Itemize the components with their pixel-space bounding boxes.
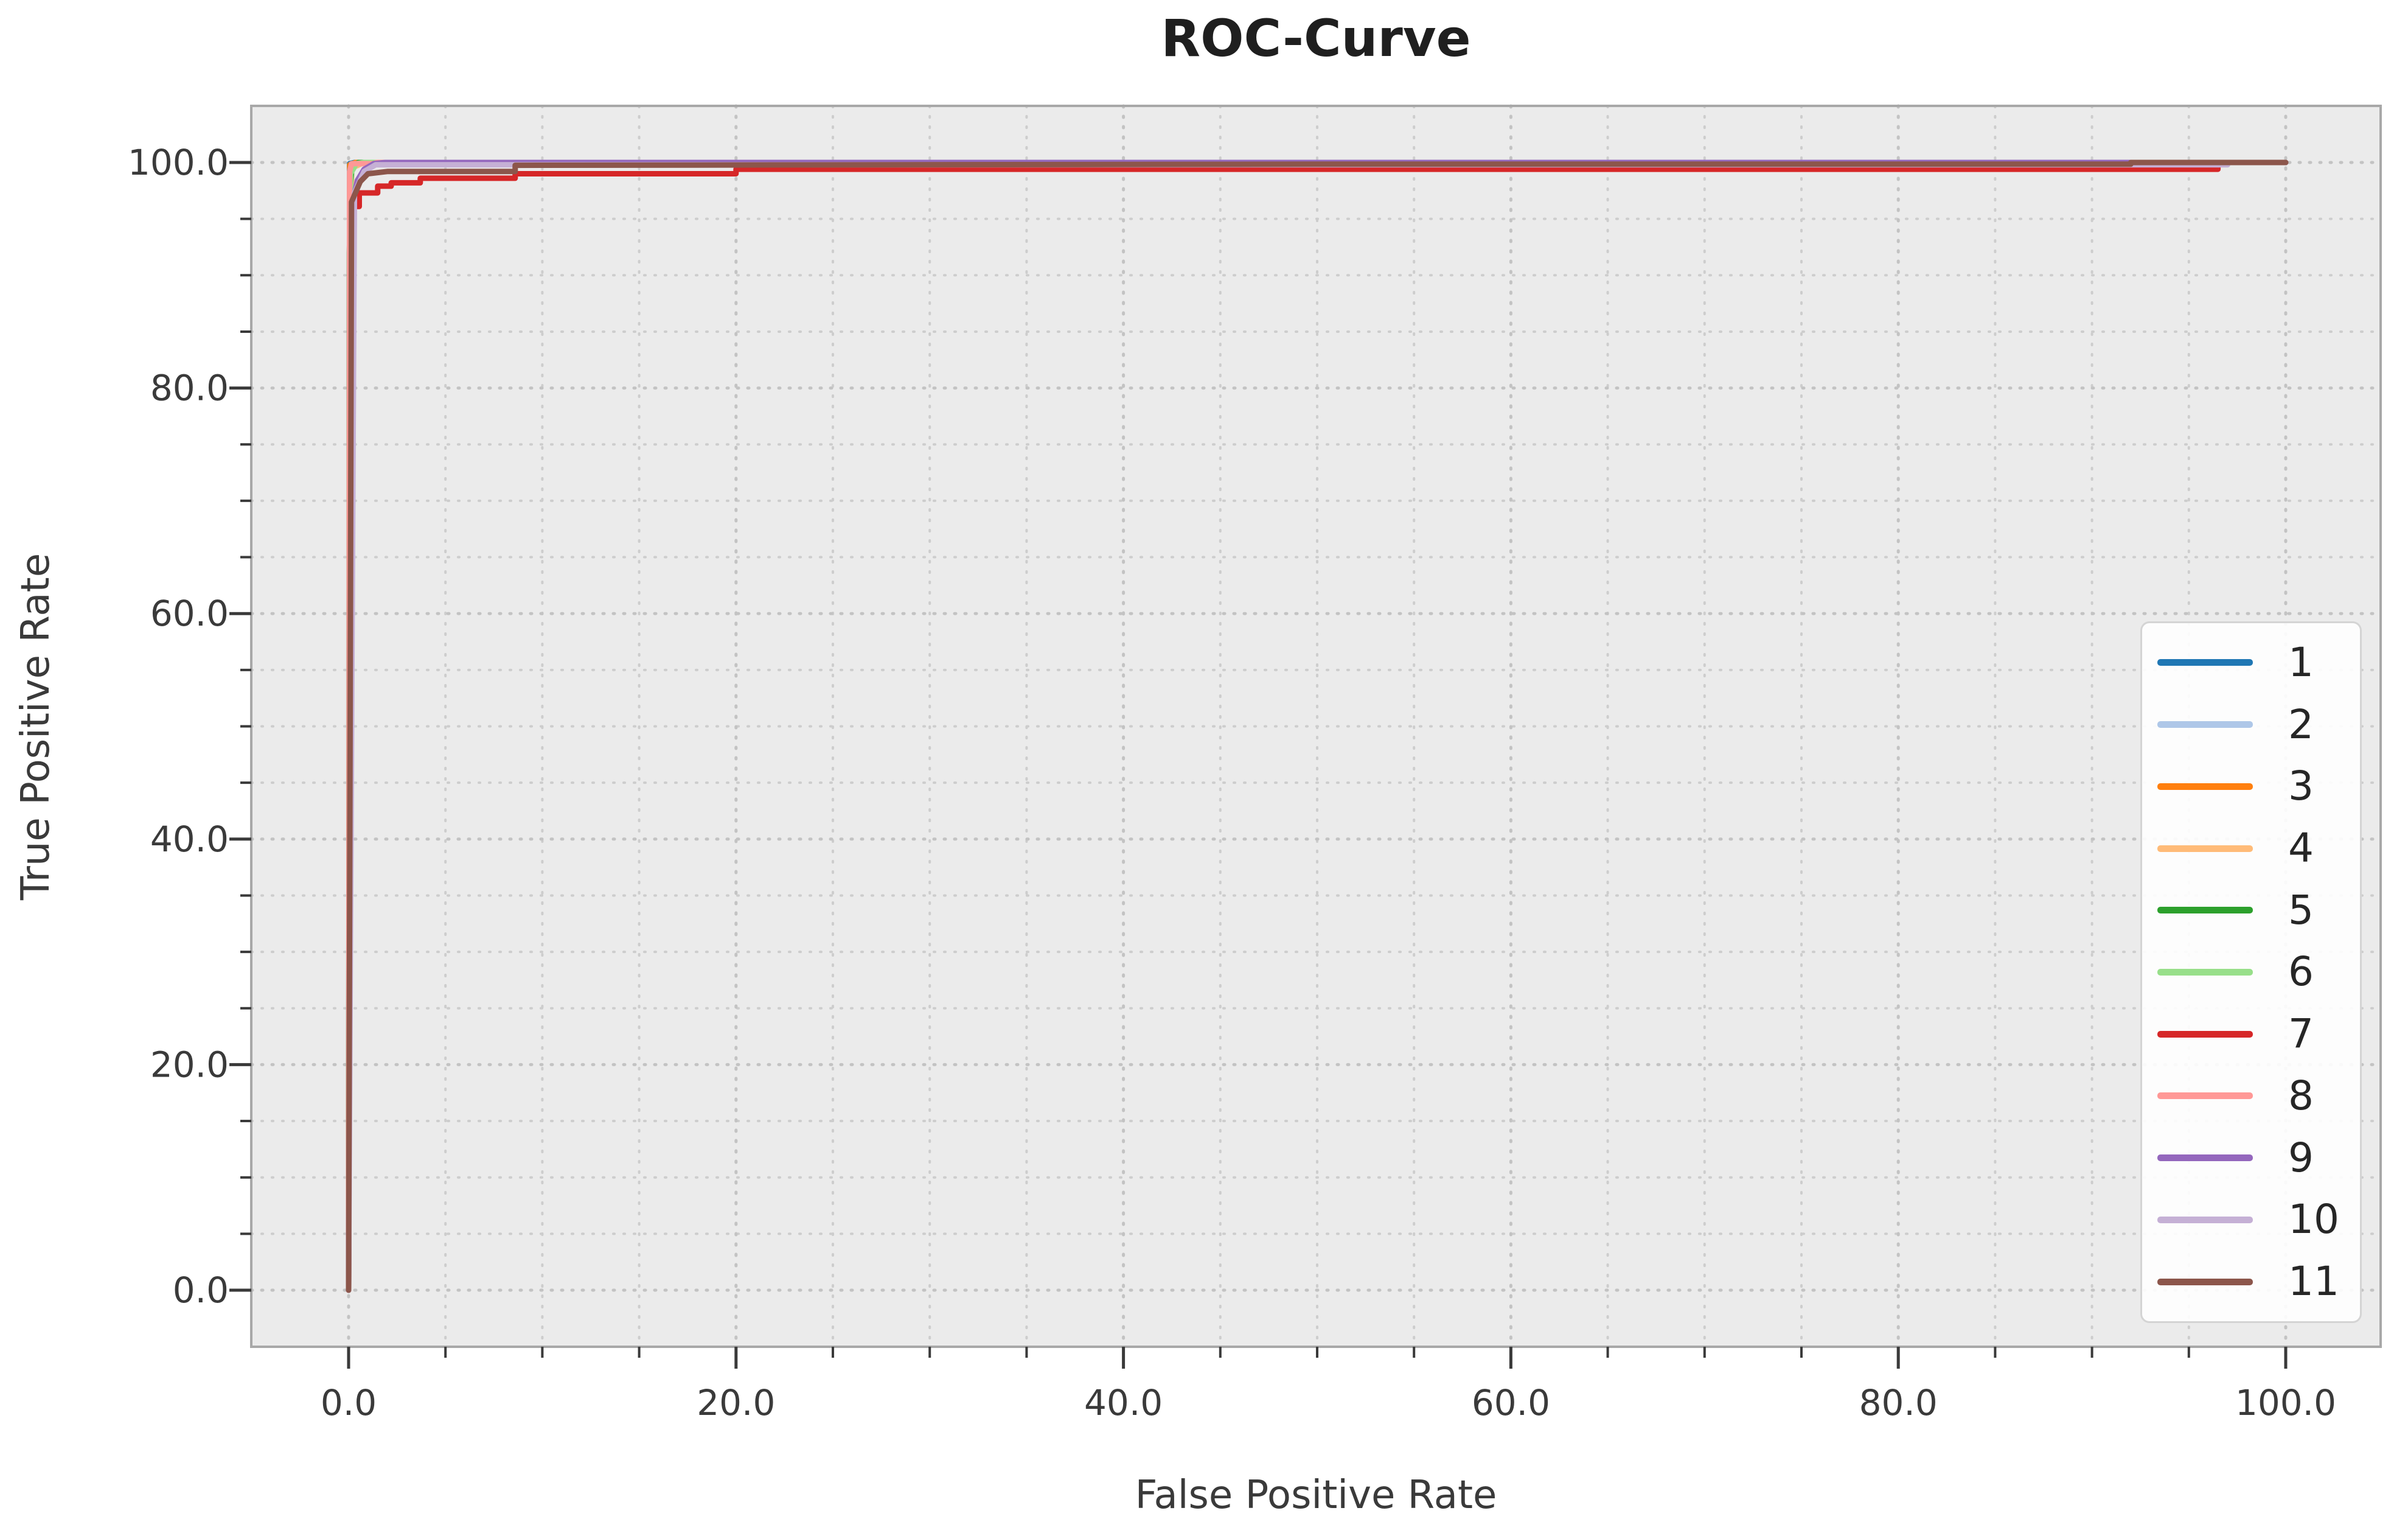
legend-line-sample xyxy=(2157,968,2253,976)
legend-item-label: 10 xyxy=(2288,1196,2339,1243)
legend-item-label: 11 xyxy=(2288,1258,2339,1305)
chart-title: ROC-Curve xyxy=(1161,9,1471,68)
y-tick-label: 40.0 xyxy=(150,819,229,860)
legend-line-sample xyxy=(2157,659,2253,666)
legend-line-sample xyxy=(2157,721,2253,728)
legend-item-label: 6 xyxy=(2288,948,2314,996)
legend-item-label: 2 xyxy=(2288,700,2314,748)
legend-item-label: 9 xyxy=(2288,1134,2314,1181)
x-tick-label: 40.0 xyxy=(1084,1382,1163,1423)
legend-line-sample xyxy=(2157,783,2253,790)
x-tick-label: 60.0 xyxy=(1472,1382,1550,1423)
y-tick-label: 80.0 xyxy=(150,368,229,409)
y-tick-label: 0.0 xyxy=(173,1269,229,1311)
legend-item-label: 1 xyxy=(2288,638,2314,686)
roc-curve-11 xyxy=(346,159,2289,1293)
legend-item-2: 2 xyxy=(2142,700,2360,748)
legend-item-9: 9 xyxy=(2142,1134,2360,1181)
legend-item-label: 7 xyxy=(2288,1010,2314,1058)
legend-item-5: 5 xyxy=(2142,890,2360,931)
legend-item-label: 5 xyxy=(2288,886,2314,934)
legend-line-sample xyxy=(2157,845,2253,852)
y-tick-label: 20.0 xyxy=(150,1044,229,1085)
legend-item-3: 3 xyxy=(2142,766,2360,806)
x-tick-label: 100.0 xyxy=(2235,1382,2336,1423)
legend-item-11: 11 xyxy=(2142,1262,2360,1302)
y-tick-label: 60.0 xyxy=(150,593,229,634)
legend-item-6: 6 xyxy=(2142,952,2360,992)
legend-item-4: 4 xyxy=(2142,828,2360,868)
legend-line-sample xyxy=(2157,1154,2253,1162)
legend-item-label: 4 xyxy=(2288,825,2314,872)
x-tick-label: 80.0 xyxy=(1859,1382,1938,1423)
legend: 1 2 3 4 5 6 7 8 9 10 11 xyxy=(2140,621,2362,1323)
legend-item-7: 7 xyxy=(2142,1014,2360,1054)
legend-line-sample xyxy=(2157,1030,2253,1038)
legend-line-sample xyxy=(2157,1278,2253,1285)
legend-item-1: 1 xyxy=(2142,638,2360,686)
roc-curve-7 xyxy=(346,159,2289,1293)
y-axis-label: True Positive Rate xyxy=(13,553,58,900)
legend-item-label: 8 xyxy=(2288,1072,2314,1119)
legend-line-sample xyxy=(2157,1216,2253,1223)
y-tick-label: 100.0 xyxy=(128,142,229,183)
legend-item-10: 10 xyxy=(2142,1199,2360,1240)
x-tick-label: 0.0 xyxy=(321,1382,377,1423)
legend-line-sample xyxy=(2157,907,2253,914)
legend-item-8: 8 xyxy=(2142,1072,2360,1119)
legend-line-sample xyxy=(2157,1092,2253,1100)
legend-item-label: 3 xyxy=(2288,763,2314,810)
x-axis-label: False Positive Rate xyxy=(1135,1473,1497,1518)
x-tick-label: 20.0 xyxy=(697,1382,775,1423)
